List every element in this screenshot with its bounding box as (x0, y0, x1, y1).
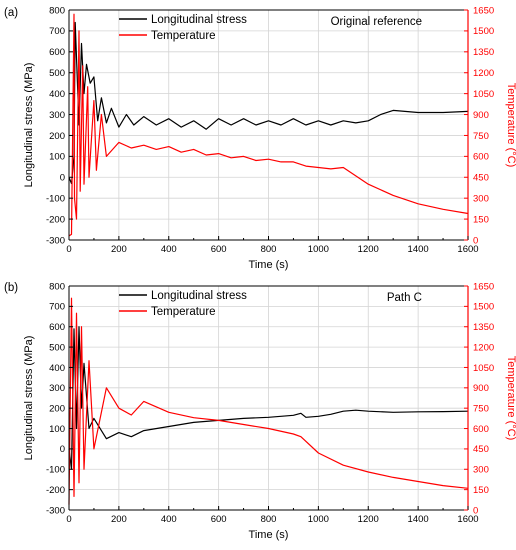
y-right-tick-label: 300 (473, 465, 489, 476)
panel-annotation: Original reference (331, 16, 422, 28)
x-tick-label: 1600 (457, 244, 478, 255)
x-tick-label: 400 (161, 244, 177, 255)
y-left-axis-title: Longitudinal stress (MPa) (23, 63, 35, 188)
y-right-tick-label: 750 (473, 131, 489, 142)
y-right-tick-label: 900 (473, 383, 489, 394)
x-tick-label: 200 (111, 244, 127, 255)
y-left-tick-label: -300 (46, 235, 65, 246)
y-right-tick-label: 0 (473, 235, 478, 246)
y-right-tick-label: 900 (473, 110, 489, 121)
y-right-tick-label: 300 (473, 193, 489, 204)
y-right-tick-label: 0 (473, 505, 478, 516)
y-left-tick-label: 100 (49, 424, 65, 435)
y-right-tick-label: 1200 (473, 68, 494, 79)
y-left-tick-label: 200 (49, 403, 65, 414)
legend-label-stress: Longitudinal stress (151, 14, 247, 26)
legend-label-temperature: Temperature (151, 30, 216, 42)
y-left-tick-label: 800 (49, 281, 65, 292)
y-right-axis-title: Temperature (°C) (505, 356, 516, 440)
y-right-tick-label: 1050 (473, 363, 494, 374)
legend-label-stress: Longitudinal stress (151, 290, 247, 302)
y-right-tick-label: 600 (473, 152, 489, 163)
x-tick-label: 1400 (408, 244, 429, 255)
x-tick-label: 800 (261, 514, 277, 525)
y-left-tick-label: 200 (49, 131, 65, 142)
y-left-tick-label: 400 (49, 89, 65, 100)
y-left-tick-label: -100 (46, 193, 65, 204)
y-left-tick-label: 600 (49, 47, 65, 58)
panel-a: 0 200 400 600 800 1000 1200 1400 1600-300-200-10… (4, 5, 516, 271)
panel-label: (a) (4, 7, 18, 19)
y-right-tick-label: 150 (473, 485, 489, 496)
y-left-tick-label: 400 (49, 363, 65, 374)
y-right-tick-label: 1650 (473, 5, 494, 16)
y-left-tick-label: -200 (46, 485, 65, 496)
y-right-tick-label: 600 (473, 424, 489, 435)
y-right-tick-label: 1500 (473, 302, 494, 313)
legend: Longitudinal stress Temperature (119, 290, 247, 318)
y-left-axis-title: Longitudinal stress (MPa) (23, 336, 35, 461)
x-axis-title: Time (s) (249, 259, 289, 271)
y-left-tick-label: 500 (49, 68, 65, 79)
series-line-stress (68, 21, 469, 185)
y-right-tick-label: 450 (473, 444, 489, 455)
panel-annotation: Path C (387, 292, 422, 304)
x-tick-label: 800 (261, 244, 277, 255)
x-tick-label: 0 (66, 244, 71, 255)
x-tick-label: 1200 (358, 514, 379, 525)
x-tick-label: 1000 (308, 514, 329, 525)
y-right-tick-label: 1050 (473, 89, 494, 100)
grid (68, 9, 469, 241)
panel-label: (b) (4, 282, 18, 294)
x-axis-title: Time (s) (249, 529, 289, 541)
x-tick-label: 1000 (308, 244, 329, 255)
y-right-tick-label: 1200 (473, 342, 494, 353)
y-right-tick-label: 150 (473, 214, 489, 225)
x-tick-label: 200 (111, 514, 127, 525)
y-left-tick-label: 500 (49, 342, 65, 353)
y-left-tick-label: 600 (49, 322, 65, 333)
legend: Longitudinal stress Temperature (119, 14, 247, 42)
y-left-tick-label: 700 (49, 26, 65, 37)
series-line-temperature (68, 13, 469, 237)
y-left-tick-label: 0 (60, 444, 65, 455)
x-tick-label: 600 (211, 244, 227, 255)
series-line-stress (68, 326, 469, 470)
y-left-tick-label: 300 (49, 383, 65, 394)
x-tick-label: 1200 (358, 244, 379, 255)
x-tick-label: 1600 (457, 514, 478, 525)
y-right-tick-label: 1350 (473, 47, 494, 58)
x-tick-label: 0 (66, 514, 71, 525)
y-right-axis-title: Temperature (°C) (505, 83, 516, 167)
y-left-tick-label: 0 (60, 173, 65, 184)
y-right-tick-label: 1650 (473, 281, 494, 292)
y-left-tick-label: 800 (49, 5, 65, 16)
series-line-temperature (68, 297, 469, 505)
y-right-tick-label: 1350 (473, 322, 494, 333)
y-left-tick-label: -200 (46, 214, 65, 225)
y-right-tick-label: 750 (473, 403, 489, 414)
x-tick-label: 600 (211, 514, 227, 525)
panel-b: 0 200 400 600 800 1000 1200 1400 1600-300-200-10… (4, 281, 516, 541)
y-left-tick-label: -100 (46, 465, 65, 476)
y-right-tick-label: 450 (473, 173, 489, 184)
legend-label-temperature: Temperature (151, 306, 216, 318)
x-tick-label: 400 (161, 514, 177, 525)
grid (68, 285, 469, 511)
x-tick-label: 1400 (408, 514, 429, 525)
y-right-tick-label: 1500 (473, 26, 494, 37)
y-left-tick-label: 300 (49, 110, 65, 121)
y-left-tick-label: -300 (46, 505, 65, 516)
y-left-tick-label: 700 (49, 302, 65, 313)
y-left-tick-label: 100 (49, 152, 65, 163)
